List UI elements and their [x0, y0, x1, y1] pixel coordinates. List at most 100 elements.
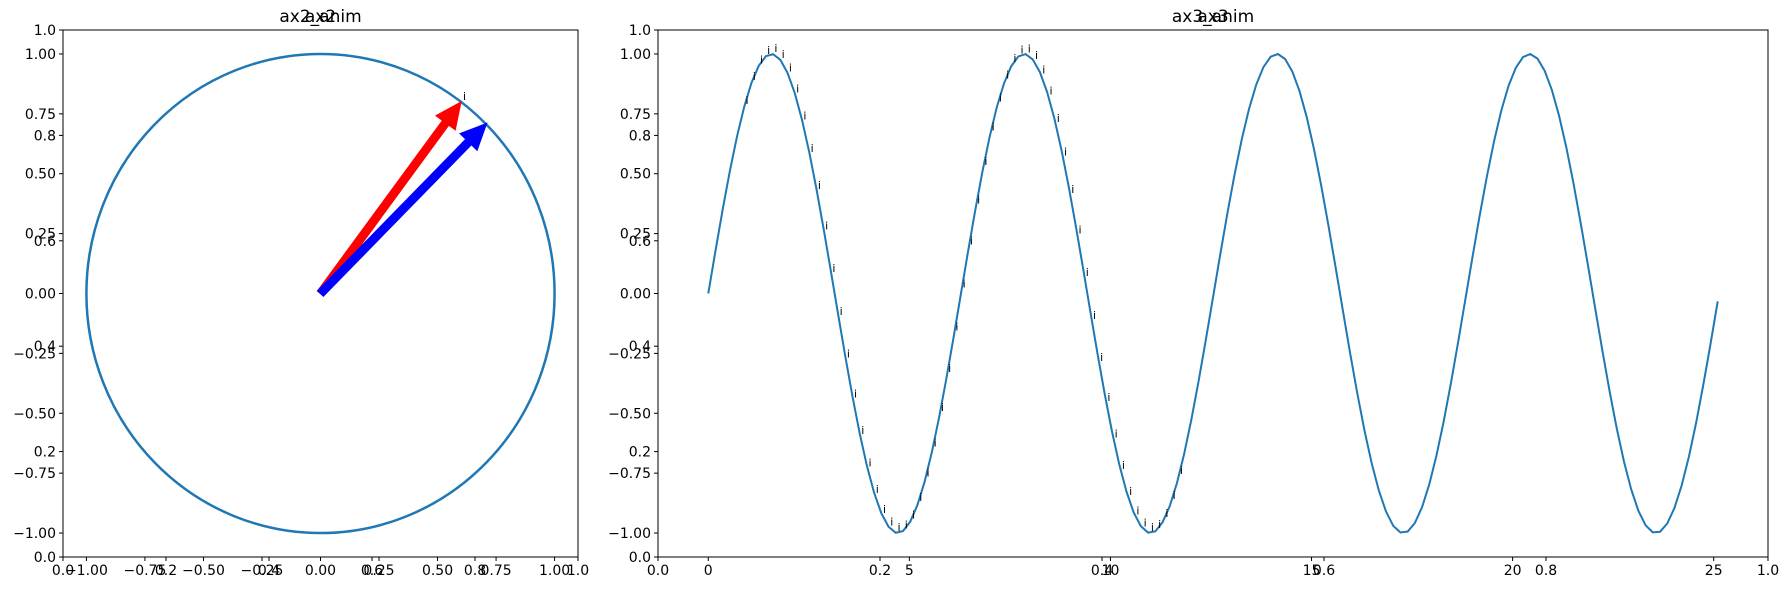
circle-chart-xtick-label: −0.75 [123, 563, 166, 579]
curve-annotation: i [1013, 52, 1016, 65]
circle-chart-bg-ytick-label: 0.2 [34, 445, 56, 461]
curve-annotation: i [1136, 504, 1139, 517]
circle-chart-xtick-label: 0.50 [422, 563, 453, 579]
curve-annotation: i [897, 521, 900, 534]
circle-chart-ytick-label: 0.50 [25, 167, 56, 183]
curve-annotation: i [1180, 464, 1183, 477]
sine-chart-bg-ytick-label: 0.8 [629, 128, 651, 144]
sine-chart-ytick-label: 0.25 [620, 227, 651, 243]
sine-chart-bg-xtick-label: 0.4 [1091, 563, 1113, 579]
curve-annotation: i [1028, 42, 1031, 55]
sine-chart-ytick-label: 0.75 [620, 107, 651, 123]
sine-chart-bg-ytick-label: 1.0 [629, 23, 651, 39]
curve-annotation: i [745, 94, 748, 107]
curve-annotation: i [977, 193, 980, 206]
curve-annotation: i [912, 508, 915, 521]
sine-chart-bg-xtick-label: 1.0 [1757, 563, 1779, 579]
sine-chart-ytick-label: 0.00 [620, 287, 651, 303]
curve-annotation: i [926, 467, 929, 480]
sine-chart-bg-xtick-label: 0.8 [1535, 563, 1557, 579]
curve-annotation: i [941, 401, 944, 414]
sine-chart-bg-xtick-label: 0.0 [647, 563, 669, 579]
curve-annotation: i [861, 424, 864, 437]
circle-chart-bg-xtick-label: 0.2 [155, 563, 177, 579]
circle-chart-ytick-label: 0.00 [25, 287, 56, 303]
curve-annotation: i [767, 44, 770, 57]
circle-chart-bg-ytick-label: 0.6 [34, 234, 56, 250]
circle-chart: ax2_anim ax2 0.0 0.2 0.4 0.6 0.8 1.0 0.0 0.2 0.4… [13, 7, 589, 579]
circle-chart-bg-ytick-label: 0.8 [34, 128, 56, 144]
circle-chart-xtick-label: 0.25 [363, 563, 394, 579]
sine-chart-ytick-label: −1.00 [608, 526, 651, 542]
curve-annotation: i [934, 436, 937, 449]
curve-annotation: i [999, 91, 1002, 104]
circle-chart-ytick-label: −0.50 [13, 406, 56, 422]
circle-chart-frame [62, 29, 579, 558]
curve-annotation: i [905, 518, 908, 531]
sine-chart-overlaid-title: ax3 [1197, 7, 1228, 27]
curve-annotation: i [782, 48, 785, 61]
sine-chart-bg-xtick-label: 0.2 [869, 563, 891, 579]
sine-line [707, 52, 1719, 534]
blue-arrow [316, 122, 488, 298]
sine-chart-bg-ytick-label: 0.0 [629, 550, 651, 566]
circle-chart-title: ax2_anim [279, 7, 361, 27]
curve-annotation: i [825, 220, 828, 233]
curve-annotation: i [992, 121, 995, 134]
circle-chart-ytick-label: −1.00 [13, 526, 56, 542]
sine-chart-bg-ytick-label: 0.4 [629, 339, 651, 355]
curve-annotation: i [1107, 391, 1110, 404]
curve-annotation: i [847, 347, 850, 360]
circle-chart-ytick-label: −0.75 [13, 466, 56, 482]
circle-chart-bg-ytick-label: 0.4 [34, 339, 56, 355]
curve-annotation: i [1042, 63, 1045, 76]
curve-annotation: i [869, 456, 872, 469]
curve-annotation: i [1035, 49, 1038, 62]
curve-annotation: i [760, 53, 763, 66]
sine-chart: ax3_anim ax3 0.0 0.2 0.4 0.6 0.8 1.0 0.0 0.2 0.4… [608, 7, 1779, 579]
circle-chart-bg-xtick-label: 0.6 [361, 563, 383, 579]
circle-chart-bg-xtick-label: 0.4 [258, 563, 280, 579]
curve-annotation: i [876, 483, 879, 496]
circle-chart-xtick-label: −0.25 [241, 563, 284, 579]
circle-chart-ytick-label: 0.25 [25, 227, 56, 243]
circle-chart-xtick-label: −0.50 [182, 563, 225, 579]
sine-chart-bg-xtick-label: 0.6 [1313, 563, 1335, 579]
curve-annotation: i [948, 362, 951, 375]
sine-chart-title: ax3_anim [1172, 7, 1254, 27]
sine-chart-frame [657, 29, 1769, 558]
curve-annotation: i [1006, 68, 1009, 81]
sine-chart-ytick-label: 1.00 [620, 47, 651, 63]
curve-annotation: i [1078, 223, 1081, 236]
curve-annotation: i [1144, 516, 1147, 529]
sine-chart-ytick-label: −0.25 [608, 346, 651, 362]
circle-chart-bg-xtick-label: 0.8 [464, 563, 486, 579]
curve-annotation: i [1050, 85, 1053, 98]
circle-chart-xtick-label: 1.00 [539, 563, 570, 579]
red-arrow [316, 100, 462, 297]
curve-annotation: i [1151, 521, 1154, 534]
circle-chart-xtick-label: −1.00 [65, 563, 108, 579]
curve-annotation: i [811, 142, 814, 155]
sine-chart-xtick-label: 5 [905, 563, 914, 579]
sine-chart-ytick-label: 0.50 [620, 167, 651, 183]
curve-annotation: i [919, 491, 922, 504]
circle-chart-overlaid-title: ax2 [305, 7, 336, 27]
curve-annotation: i [789, 62, 792, 75]
curve-annotation: i [883, 503, 886, 516]
sine-chart-xtick-label: 20 [1504, 563, 1522, 579]
curve-annotation: i [1115, 427, 1118, 440]
sine-chart-xtick-label: 15 [1303, 563, 1321, 579]
curve-annotation: i [1021, 44, 1024, 57]
unit-circle-line [85, 52, 556, 535]
circle-chart-bg-xtick-label: 0.0 [52, 563, 74, 579]
circle-chart-bg-ytick-label: 1.0 [34, 23, 56, 39]
curve-annotation: i [1158, 518, 1161, 531]
curve-annotation: i [1071, 183, 1074, 196]
curve-annotation: i [1093, 309, 1096, 322]
circle-chart-xtick-label: 0.00 [305, 563, 336, 579]
sine-chart-xtick-label: 25 [1705, 563, 1723, 579]
point-annotation: i [463, 90, 466, 103]
curve-annotation: i [963, 277, 966, 290]
